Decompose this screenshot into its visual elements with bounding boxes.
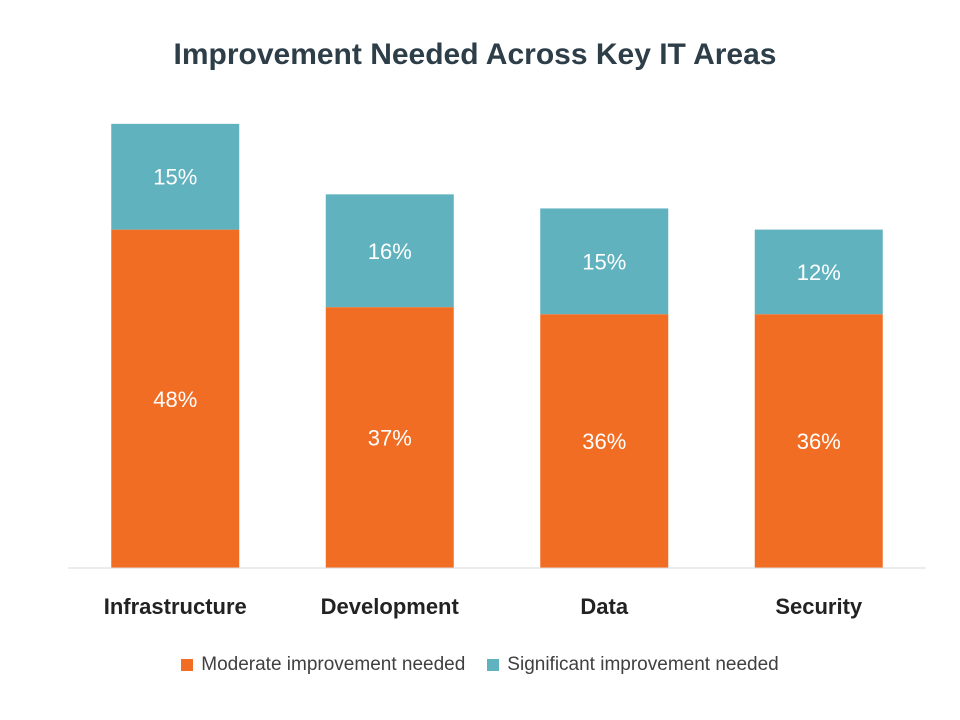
bar-segment-significant-data — [540, 208, 669, 315]
data-label-moderate-data: 36% — [582, 429, 626, 454]
data-label-moderate-development: 37% — [368, 426, 412, 451]
legend-label-moderate: Moderate improvement needed — [201, 654, 466, 675]
bar-segment-moderate-security — [754, 314, 883, 568]
x-tick-labels: Infrastructure Development Data Security — [104, 594, 863, 619]
x-tick-label-security: Security — [775, 594, 863, 619]
legend-item-significant: Significant improvement needed — [487, 654, 779, 676]
x-tick-label-data: Data — [580, 594, 628, 619]
data-label-significant-data: 15% — [582, 249, 626, 274]
legend-label-significant: Significant improvement needed — [507, 654, 779, 675]
labels-layer: 48% 15% 37% 16% 36% 15% 36% 12% — [153, 165, 841, 454]
bars-layer — [111, 123, 883, 568]
data-label-significant-development: 16% — [368, 239, 412, 264]
data-label-moderate-security: 36% — [797, 429, 841, 454]
legend-item-moderate: Moderate improvement needed — [181, 654, 465, 676]
data-label-significant-infrastructure: 15% — [153, 165, 197, 190]
legend-swatch-moderate — [181, 659, 194, 671]
bar-segment-significant-security — [754, 229, 883, 315]
plot-area: 48% 15% 37% 16% 36% 15% 36% 12% Infrastructure D… — [68, 123, 926, 619]
bar-segment-moderate-development — [325, 307, 454, 568]
chart-title: Improvement Needed Across Key IT Areas — [173, 38, 777, 71]
x-tick-label-infrastructure: Infrastructure — [104, 594, 247, 619]
x-tick-label-development: Development — [321, 594, 460, 619]
bar-segment-significant-development — [325, 194, 454, 308]
bar-segment-significant-infrastructure — [111, 123, 240, 230]
legend-swatch-significant — [487, 659, 500, 671]
bar-segment-moderate-data — [540, 314, 669, 568]
legend: Moderate improvement needed Significant … — [0, 654, 960, 676]
data-label-significant-security: 12% — [797, 260, 841, 285]
data-label-moderate-infrastructure: 48% — [153, 387, 197, 412]
bar-segment-moderate-infrastructure — [111, 229, 240, 568]
